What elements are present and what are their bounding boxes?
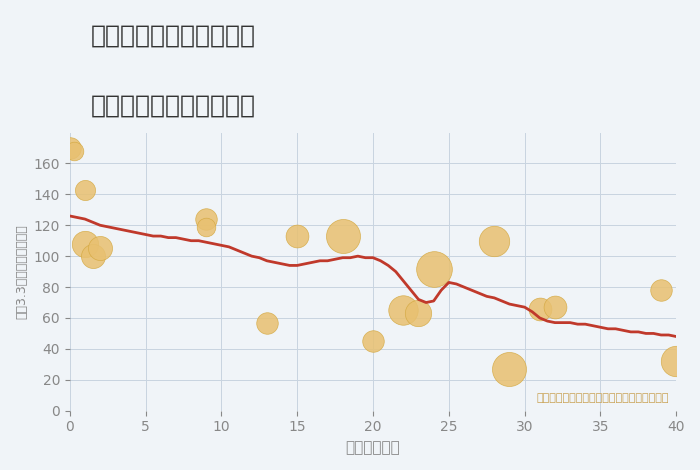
Point [69,147,80,155]
Point [261,319,272,326]
Point [79,186,90,194]
Point [428,265,440,272]
Point [655,286,666,294]
Point [398,306,409,314]
Text: 築年数別中古戸建て価格: 築年数別中古戸建て価格 [91,94,256,118]
Point [94,245,106,252]
Point [671,358,682,365]
Point [413,310,424,317]
Text: 神奈川県鎌倉市十二所の: 神奈川県鎌倉市十二所の [91,24,256,47]
Point [87,252,98,260]
Text: 円の大きさは、取引のあった物件面積を示す: 円の大きさは、取引のあった物件面積を示す [536,393,668,403]
Point [201,215,212,223]
Point [489,237,500,244]
Point [550,304,561,311]
Point [368,337,379,345]
Y-axis label: 坪（3.3㎡）単価（万円）: 坪（3.3㎡）単価（万円） [15,224,28,319]
Point [534,305,545,313]
Point [504,365,515,373]
Point [79,240,90,248]
Point [201,223,212,231]
Point [337,232,349,240]
Point [292,232,303,240]
Point [64,144,76,152]
X-axis label: 築年数（年）: 築年数（年） [346,440,400,455]
